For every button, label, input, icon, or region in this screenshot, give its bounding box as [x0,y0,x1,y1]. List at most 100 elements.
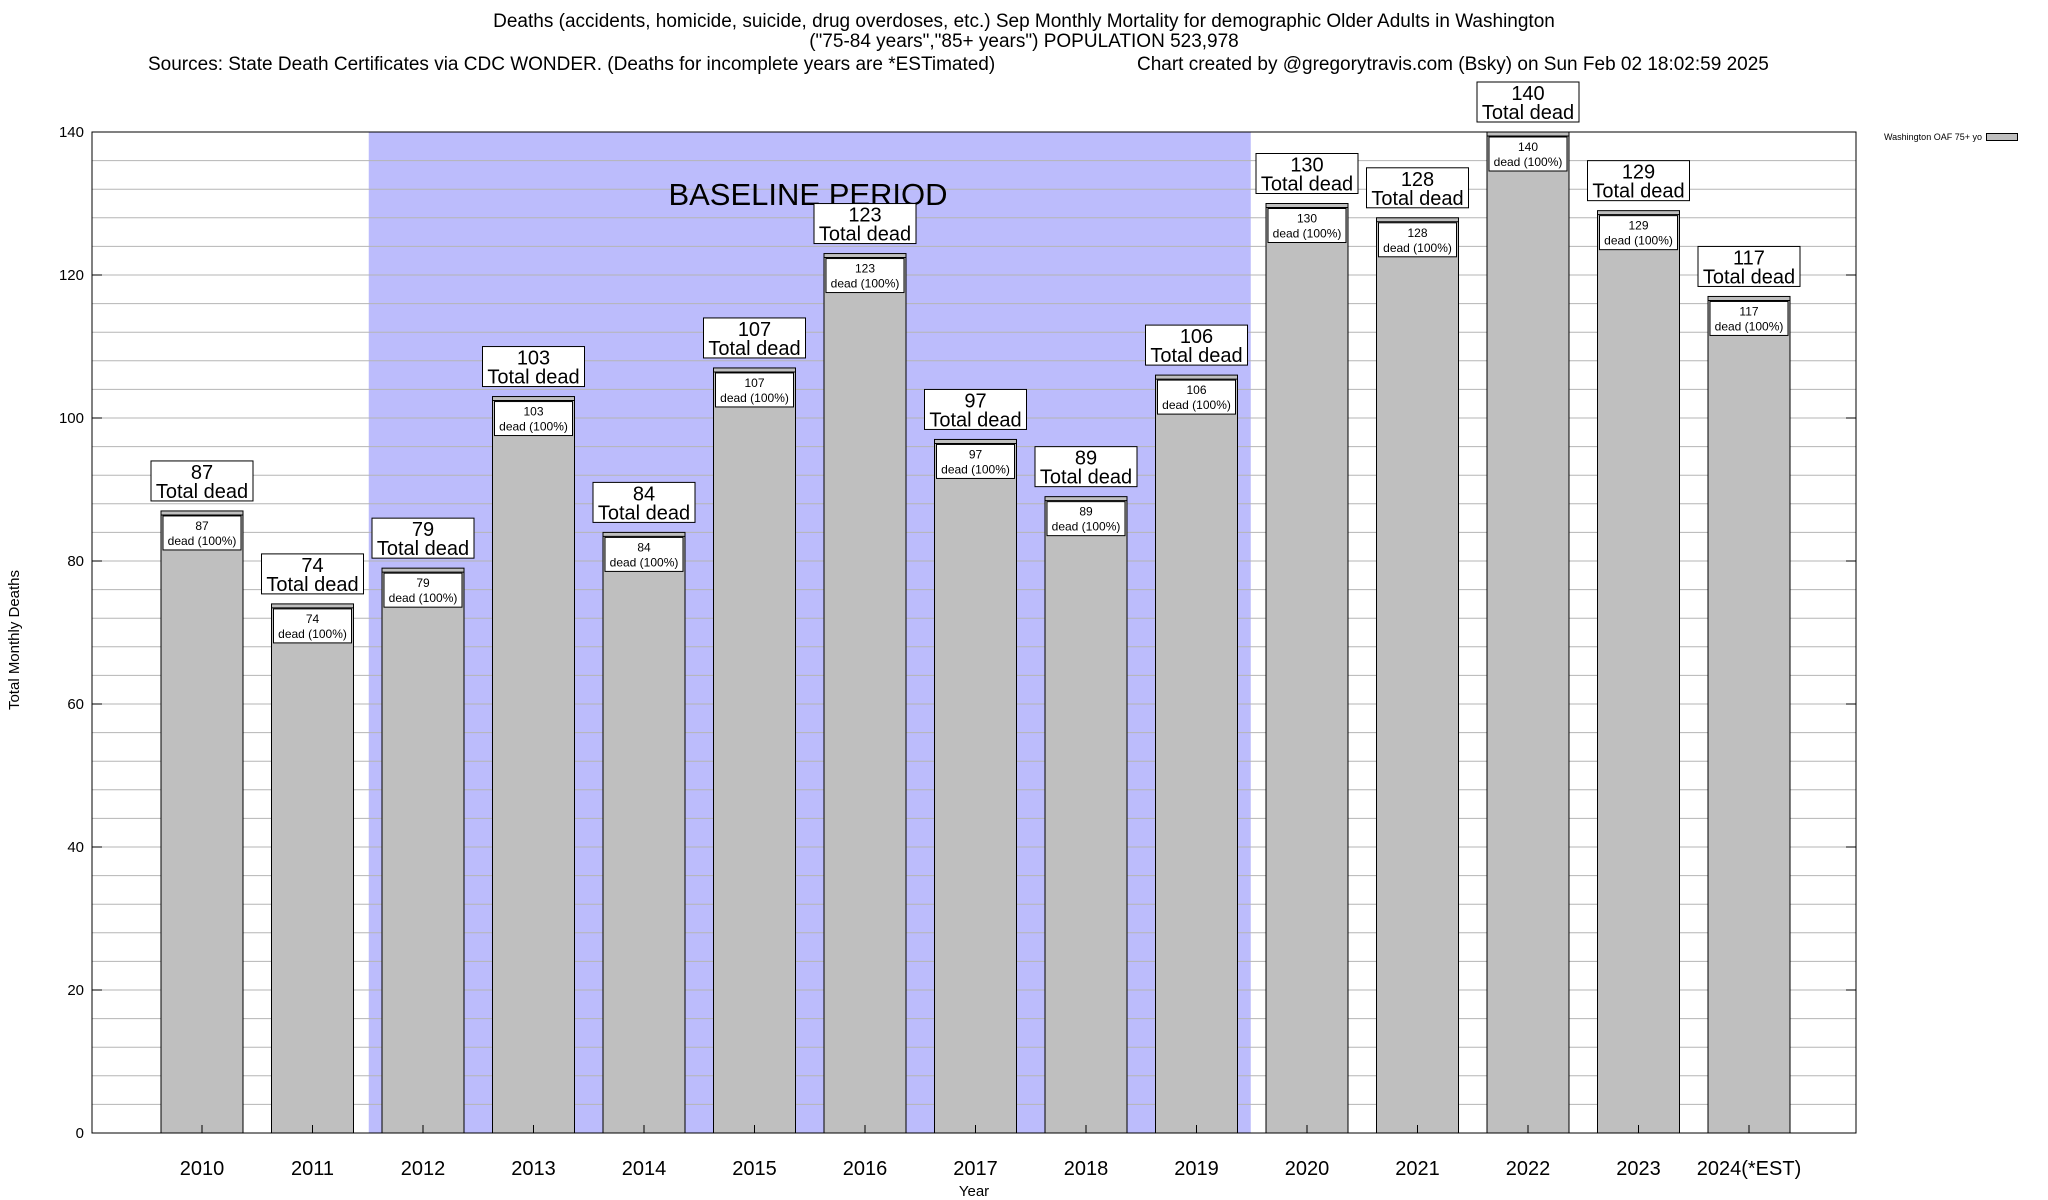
x-axis-label: Year [959,1183,989,1200]
x-tick-label: 2013 [511,1158,556,1180]
inner-label-value: 84 [637,540,651,554]
inner-label-box [604,536,684,572]
y-tick-label: 100 [59,410,84,427]
top-label-text: Total dead [708,338,800,360]
inner-label-box [162,515,242,551]
inner-label-box [715,372,794,408]
top-label-box [1145,324,1248,366]
top-label-value: 106 [1180,326,1213,348]
top-label-value: 123 [848,205,881,227]
inner-label-text: dead (100%) [1052,520,1121,534]
top-label-value: 74 [301,555,323,577]
inner-label-text: dead (100%) [610,555,679,569]
inner-label-value: 74 [306,612,320,626]
top-label-value: 79 [412,519,434,541]
top-label-box [1476,81,1580,123]
inner-label-value: 117 [1739,304,1758,318]
inner-label-text: dead (100%) [1273,227,1342,241]
top-label-value: 140 [1511,83,1544,105]
top-label-value: 107 [738,319,771,341]
inner-label-value: 107 [744,376,764,390]
inner-label-box [494,401,573,437]
top-label-text: Total dead [156,481,248,503]
inner-label-text: dead (100%) [1383,241,1452,255]
bar [1486,131,1570,1134]
top-label-text: Total dead [1371,188,1463,210]
top-label-text: Total dead [377,538,469,560]
y-tick-label: 140 [59,124,84,141]
x-tick-label: 2017 [953,1158,998,1180]
x-tick-label: 2018 [1064,1158,1109,1180]
title-line-2: ("75-84 years","85+ years") POPULATION 5… [809,31,1239,52]
inner-label-value: 79 [416,576,430,590]
top-label-text: Total dead [598,502,690,524]
inner-label-text: dead (100%) [168,534,237,548]
inner-label-text: dead (100%) [1715,319,1784,333]
y-tick-label: 80 [67,553,84,570]
sources-text: Sources: State Death Certificates via CD… [148,54,996,75]
top-label-box [703,317,806,359]
bar [1155,374,1238,1134]
inner-label-box [1378,222,1457,258]
bar [1044,496,1128,1134]
x-tick-label: 2011 [291,1158,334,1180]
inner-label-value: 87 [195,519,209,533]
top-label-value: 128 [1401,169,1434,191]
inner-label-text: dead (100%) [1494,155,1563,169]
inner-label-value: 97 [969,447,983,461]
inner-label-text: dead (100%) [1604,234,1673,248]
y-tick-label: 20 [67,982,84,999]
x-tick-label: 2010 [180,1158,225,1180]
top-label-box [482,346,585,388]
bar [823,253,907,1134]
top-label-value: 117 [1733,247,1765,269]
top-label-text: Total dead [1592,181,1684,203]
inner-label-value: 130 [1297,212,1317,226]
top-label-box [924,388,1027,430]
x-tick-label: 2019 [1174,1158,1219,1180]
top-label-box [261,553,364,595]
inner-label-value: 140 [1518,140,1538,154]
bar [492,396,575,1134]
top-label-box [592,481,696,523]
y-tick-label: 120 [59,267,84,284]
top-label-text: Total dead [487,367,579,389]
bar [713,367,796,1134]
legend-label: Washington OAF 75+ yo [1884,132,1982,142]
inner-label-value: 103 [523,405,543,419]
top-label-box [1697,245,1801,287]
inner-label-value: 128 [1407,226,1427,240]
bar [1376,217,1459,1134]
inner-label-text: dead (100%) [941,462,1010,476]
bar [381,567,465,1134]
top-label-value: 129 [1622,162,1655,184]
inner-label-value: 89 [1079,505,1093,519]
x-tick-label: 2014 [622,1158,667,1180]
inner-label-box [383,572,463,608]
top-label-text: Total dead [266,574,358,596]
legend-swatch [1985,133,2018,141]
bar [602,531,686,1134]
x-tick-label: 2015 [732,1158,777,1180]
inner-label-text: dead (100%) [499,420,568,434]
x-tick-label: 2022 [1506,1158,1551,1180]
bar [1265,203,1349,1134]
top-label-value: 97 [964,390,986,412]
inner-label-box [936,443,1015,479]
inner-label-box [1599,215,1678,251]
inner-label-box [1488,136,1568,172]
bar [271,603,354,1134]
y-tick-label: 0 [76,1125,84,1142]
credit-text: Chart created by @gregorytravis.com (Bsk… [1137,54,1769,75]
top-label-box [1255,153,1359,194]
chart-title: Deaths (accidents, homicide, suicide, dr… [0,12,2048,52]
inner-label-text: dead (100%) [720,391,789,405]
bar [1707,295,1791,1134]
top-label-text: Total dead [1261,174,1353,196]
legend: Washington OAF 75+ yo [1884,132,2018,142]
top-label-text: Total dead [1150,345,1242,367]
inner-label-text: dead (100%) [278,627,347,641]
top-label-box [1034,446,1138,488]
top-label-value: 84 [633,483,655,505]
top-label-box [1366,167,1469,209]
